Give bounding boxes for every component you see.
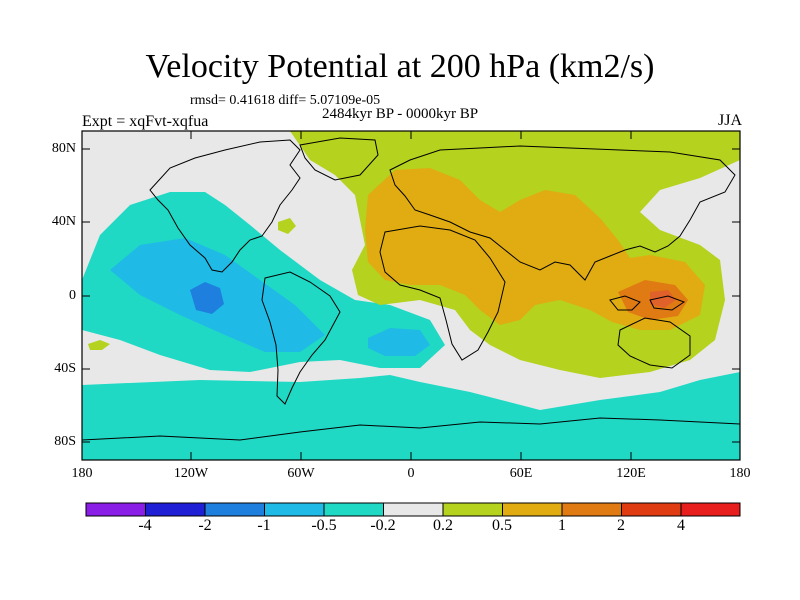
- colorbar-label-6: 0.5: [492, 517, 512, 534]
- lat-label-40n: 40N: [51, 214, 76, 229]
- coast-antarctica: [82, 417, 740, 441]
- lon-label-0: 0: [407, 466, 415, 481]
- coast-greenland: [299, 137, 379, 181]
- colorbar-label-9: 4: [677, 517, 685, 534]
- plot-title: Velocity Potential at 200 hPa (km2/s): [145, 48, 655, 85]
- axis-ticks: [82, 131, 740, 460]
- field-southern-band: [82, 372, 740, 460]
- season-text: JJA: [717, 112, 742, 129]
- colorbar-box-8: [561, 502, 622, 517]
- colorbar-box-4: [323, 502, 384, 517]
- colorbar-label-5: 0.2: [433, 517, 453, 534]
- coast-australia: [617, 317, 691, 369]
- lon-label-120e: 120E: [616, 466, 646, 481]
- lon-label-180e: 180: [729, 466, 751, 481]
- lon-label-180w: 180: [71, 466, 93, 481]
- colorbar-label-3: -0.5: [311, 517, 337, 534]
- lon-label-60e: 60E: [509, 466, 533, 481]
- field-atlantic-moderate: [368, 328, 430, 356]
- coastlines: [82, 137, 740, 441]
- coast-eurasia: [389, 145, 736, 281]
- colorbar: [85, 502, 741, 517]
- colorbar-label-8: 2: [617, 517, 625, 534]
- field-maritime-strong-core: [650, 290, 676, 308]
- stats-text: rmsd= 0.41618 diff= 5.07109e-05: [190, 93, 381, 108]
- field-africa-asia-moderate: [365, 168, 705, 330]
- coast-africa: [379, 225, 506, 361]
- coast-south-america: [261, 271, 341, 405]
- coast-indonesia: [609, 295, 686, 311]
- lat-label-80n: 80N: [51, 141, 76, 156]
- experiment-text: Expt = xqFvt-xqfua: [82, 113, 209, 130]
- lat-label-0: 0: [69, 288, 76, 303]
- field-small-positive-2: [88, 340, 110, 350]
- colorbar-label-0: -4: [138, 517, 152, 534]
- colorbar-box-0: [85, 502, 146, 517]
- colorbar-label-7: 1: [558, 517, 566, 534]
- field-small-positive-1: [278, 218, 296, 234]
- period-text: 2484kyr BP - 0000kyr BP: [322, 106, 479, 122]
- coast-north-america: [149, 139, 301, 273]
- colorbar-label-1: -2: [198, 517, 212, 534]
- colorbar-box-10: [680, 502, 741, 517]
- field-pacific-strong: [190, 282, 224, 314]
- lon-label-120w: 120W: [173, 466, 209, 481]
- lon-label-60w: 60W: [287, 466, 315, 481]
- colorbar-label-2: -1: [257, 517, 271, 534]
- colorbar-label-4: -0.2: [370, 517, 396, 534]
- field-pacific-negative: [82, 192, 445, 372]
- colorbar-box-2: [204, 502, 265, 517]
- colorbar-box-7: [502, 502, 563, 517]
- colorbar-box-1: [145, 502, 206, 517]
- lat-label-80s: 80S: [54, 434, 76, 449]
- lat-label-40s: 40S: [54, 361, 76, 376]
- colorbar-box-3: [264, 502, 325, 517]
- field-layer: [82, 131, 740, 460]
- colorbar-box-5: [383, 502, 444, 517]
- colorbar-box-9: [621, 502, 682, 517]
- colorbar-box-6: [442, 502, 503, 517]
